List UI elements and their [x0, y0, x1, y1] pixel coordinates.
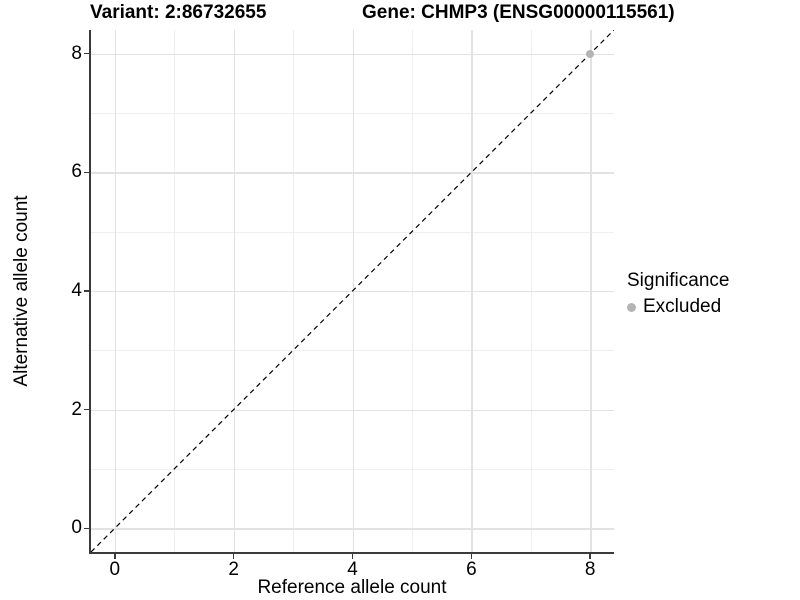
- legend-entry-label: Excluded: [643, 296, 722, 317]
- x-axis-tick-label: 4: [347, 559, 358, 580]
- data-points-layer: [91, 30, 614, 552]
- legend-entry-excluded: Excluded: [627, 296, 729, 318]
- x-axis-tick-label: 2: [228, 559, 239, 580]
- x-axis-tick: [351, 554, 354, 559]
- x-axis-tick-label: 8: [584, 559, 596, 580]
- y-axis-tick: [84, 171, 89, 174]
- y-axis-tick: [84, 52, 89, 55]
- plot-title-variant: Variant: 2:86732655: [90, 2, 267, 23]
- y-axis-tick: [84, 290, 89, 292]
- legend: Significance Excluded: [627, 270, 729, 318]
- x-axis-tick: [232, 554, 235, 559]
- x-axis-tick-label: 6: [466, 559, 477, 580]
- x-axis-tick: [589, 554, 591, 559]
- plot-panel: [89, 30, 614, 554]
- y-axis-tick-label: 6: [71, 161, 82, 183]
- y-axis-tick-label: 8: [71, 42, 82, 64]
- y-axis-tick-label: 2: [71, 398, 82, 420]
- legend-title: Significance: [627, 270, 730, 291]
- y-axis-tick-label: 4: [71, 280, 82, 301]
- legend-key-dot: [627, 302, 636, 312]
- y-axis-tick: [84, 408, 89, 411]
- x-axis-title: Reference allele count: [257, 577, 447, 598]
- x-axis-tick: [114, 554, 116, 559]
- data-point-excluded: [586, 49, 595, 58]
- y-axis-tick-label: 0: [71, 517, 82, 539]
- y-axis-tick: [84, 527, 89, 530]
- y-axis-title: Alternative allele count: [11, 195, 32, 387]
- x-axis-tick: [470, 554, 473, 559]
- plot-title-gene: Gene: CHMP3 (ENSG00000115561): [362, 2, 675, 23]
- x-axis-tick-label: 0: [109, 559, 121, 580]
